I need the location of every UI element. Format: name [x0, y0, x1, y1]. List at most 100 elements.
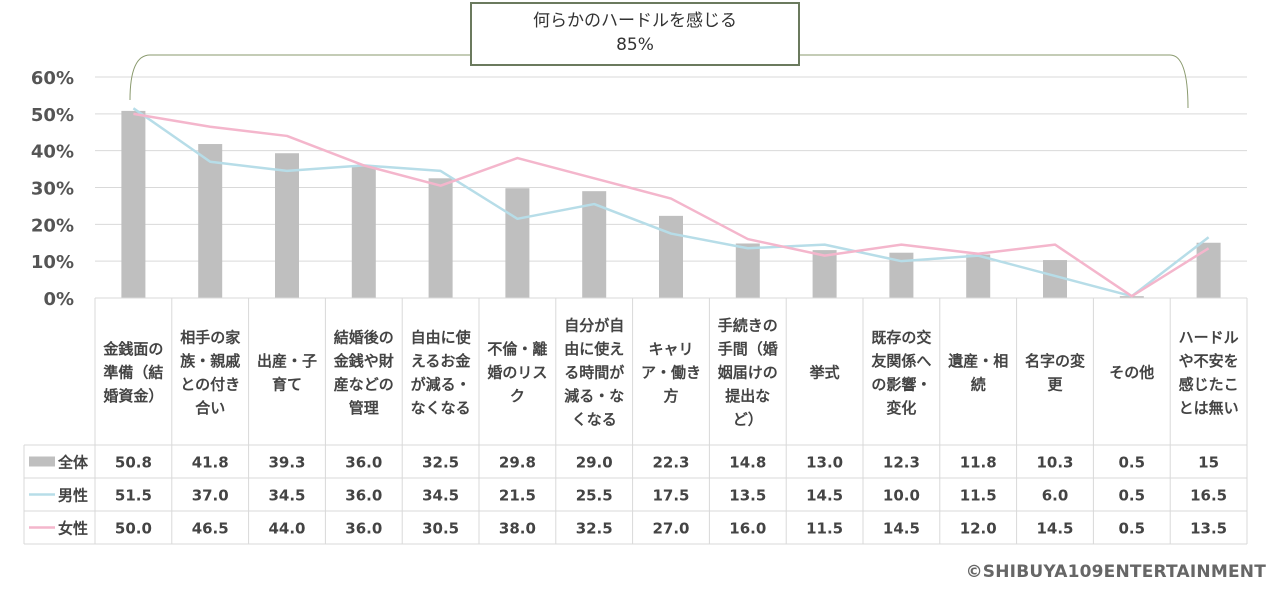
- y-tick-label: 10%: [31, 252, 74, 273]
- data-value-label: 6.0: [1042, 487, 1069, 505]
- category-label: 挙式: [809, 364, 840, 382]
- category-label: 遺産・相続: [947, 352, 1008, 394]
- category-label: 結婚後の金銭や財産などの管理: [333, 328, 394, 417]
- data-value-label: 14.5: [806, 487, 843, 505]
- data-value-label: 46.5: [192, 520, 229, 538]
- data-value-label: 22.3: [652, 454, 689, 472]
- category-label-line: が減る・: [411, 375, 471, 393]
- data-value-label: 37.0: [192, 487, 229, 505]
- category-label-line: とは無い: [1179, 399, 1239, 417]
- data-value-label: 36.0: [345, 454, 382, 472]
- category-label-line: 管理: [349, 399, 379, 417]
- category-label-line: 産などの: [334, 375, 394, 393]
- category-label: 名字の変更: [1025, 352, 1085, 394]
- category-label: 手続きの手間（婚姻届けの提出など）: [718, 317, 778, 429]
- category-label-line: くなる: [572, 411, 617, 429]
- data-value-label: 41.8: [192, 454, 229, 472]
- data-value-label: 29.8: [499, 454, 536, 472]
- category-label-line: 既存の交: [871, 328, 931, 346]
- category-label: 出産・子育て: [257, 352, 317, 394]
- data-value-label: 36.0: [345, 487, 382, 505]
- category-label-line: 出産・子: [257, 352, 317, 370]
- data-value-label: 0.5: [1119, 520, 1146, 538]
- data-value-label: 27.0: [652, 520, 689, 538]
- data-value-label: 13.0: [806, 454, 843, 472]
- category-label: その他: [1109, 364, 1154, 382]
- legend-label: 男性: [58, 487, 88, 505]
- category-label-line: 自由に使: [411, 328, 472, 346]
- line-male: [132, 107, 1210, 298]
- category-label: 相手の家族・親戚との付き合い: [180, 328, 240, 417]
- data-value-label: 34.5: [268, 487, 305, 505]
- category-label-line: 結婚後の: [334, 328, 394, 346]
- category-label-line: 婚のリス: [487, 364, 547, 382]
- data-value-label: 10.3: [1036, 454, 1073, 472]
- category-label-line: キャリ: [648, 340, 693, 358]
- bar-overall: [735, 243, 760, 298]
- data-value-label: 14.8: [729, 454, 766, 472]
- annotation-box: 何らかのハードルを感じる 85%: [470, 2, 800, 66]
- data-value-label: 13.5: [729, 487, 766, 505]
- category-label-line: 遺産・相: [947, 352, 1008, 370]
- bar-overall: [121, 110, 146, 299]
- annotation-bracket: [129, 54, 1189, 109]
- category-label: 不倫・離婚のリスク: [487, 340, 547, 405]
- category-label-line: 由に使え: [564, 340, 624, 358]
- y-tick-label: 30%: [31, 179, 74, 200]
- line-female: [133, 112, 1210, 298]
- data-value-label: 15: [1198, 454, 1219, 472]
- legend-label: 女性: [58, 520, 88, 538]
- bar-overall: [966, 254, 991, 298]
- y-tick-label: 50%: [31, 105, 74, 126]
- category-label-line: ハードル: [1179, 328, 1239, 346]
- data-value-label: 50.0: [115, 520, 152, 538]
- data-value-label: 30.5: [422, 520, 459, 538]
- category-label-line: 変化: [886, 399, 916, 417]
- category-label-line: 更: [1047, 375, 1063, 393]
- data-value-label: 36.0: [345, 520, 382, 538]
- category-label-line: の影響・: [871, 375, 931, 393]
- bar-overall: [582, 191, 607, 298]
- legend-key-overall: [29, 456, 55, 467]
- category-label-line: えるお金: [411, 352, 472, 370]
- category-label-line: ク: [510, 387, 525, 405]
- category-label-line: 金銭面の: [102, 340, 163, 358]
- legend-label: 全体: [57, 454, 89, 472]
- data-value-label: 0.5: [1119, 487, 1146, 505]
- bar-overall: [1196, 242, 1221, 298]
- category-label-line: 姻届けの: [718, 364, 778, 382]
- category-label-line: 続: [971, 375, 986, 393]
- category-label: ハードルや不安を感じたことは無い: [1179, 328, 1239, 417]
- category-label-line: 手続きの: [718, 317, 778, 335]
- data-value-label: 11.5: [960, 487, 997, 505]
- data-value-label: 12.0: [960, 520, 997, 538]
- y-tick-label: 40%: [31, 142, 74, 163]
- category-label-line: 挙式: [809, 364, 840, 382]
- data-value-label: 32.5: [576, 520, 613, 538]
- category-label-line: 相手の家: [180, 328, 240, 346]
- data-value-label: 44.0: [268, 520, 305, 538]
- category-label-line: 不倫・離: [487, 340, 547, 358]
- category-label-line: 提出な: [725, 387, 770, 405]
- data-value-label: 14.5: [883, 520, 920, 538]
- data-value-label: 11.8: [960, 454, 997, 472]
- data-value-label: 16.0: [729, 520, 766, 538]
- category-label-line: 族・親戚: [180, 352, 240, 370]
- bar-overall: [659, 215, 683, 298]
- category-label-line: 自分が自: [564, 317, 624, 335]
- bar-overall: [812, 250, 837, 298]
- data-value-label: 16.5: [1190, 487, 1227, 505]
- data-value-label: 10.0: [883, 487, 920, 505]
- data-value-label: 50.8: [115, 454, 152, 472]
- category-label-line: る時間が: [564, 364, 625, 382]
- data-value-label: 14.5: [1036, 520, 1073, 538]
- data-value-label: 38.0: [499, 520, 536, 538]
- y-tick-label: 20%: [31, 215, 74, 236]
- annotation-line-2: 85%: [616, 35, 654, 55]
- data-value-label: 25.5: [576, 487, 613, 505]
- bar-overall: [505, 188, 530, 298]
- category-label-line: との付き: [180, 375, 240, 393]
- category-label-line: 育て: [272, 375, 302, 393]
